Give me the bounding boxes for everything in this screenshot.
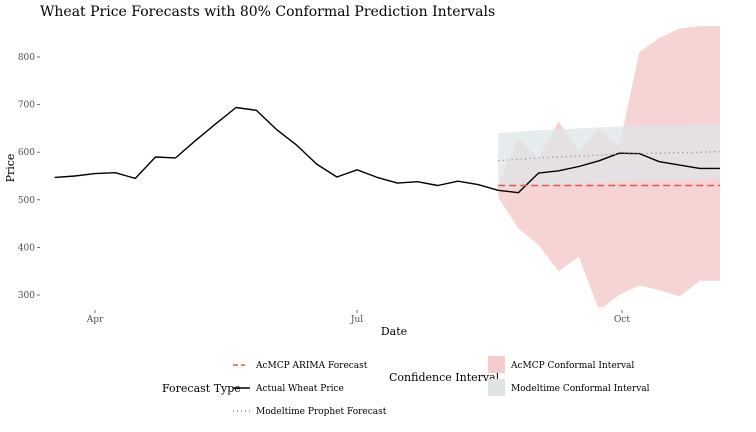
legend-forecast-type-title: Forecast Type	[162, 382, 241, 395]
x-axis: Apr Jul Oct	[86, 310, 630, 325]
x-tick-label: Jul	[350, 315, 363, 325]
x-axis-title: Date	[381, 325, 407, 338]
y-tick-label: 700	[18, 101, 35, 111]
y-tick-label: 600	[18, 148, 35, 158]
chart-title: Wheat Price Forecasts with 80% Conformal…	[40, 4, 495, 20]
legend-confidence-interval: Confidence Interval AcMCP Conformal Inte…	[389, 356, 650, 396]
x-tick-label: Oct	[614, 315, 630, 325]
legend-confidence-title: Confidence Interval	[389, 371, 500, 384]
legend-label-actual: Actual Wheat Price	[255, 384, 344, 394]
y-tick-label: 300	[18, 291, 35, 301]
y-tick-label: 800	[18, 53, 35, 63]
y-tick-label: 500	[18, 196, 35, 206]
y-axis-title: Price	[4, 154, 17, 183]
y-tick-label: 400	[18, 243, 35, 253]
legend-label-acmcp-interval: AcMCP Conformal Interval	[510, 361, 634, 371]
actual-price-line	[54, 106, 720, 194]
legend-key-modeltime-interval	[488, 379, 505, 396]
legend-label-modeltime-interval: Modeltime Conformal Interval	[511, 384, 650, 394]
plot-area	[54, 26, 720, 307]
y-axis: 300 400 500 600 700 800	[18, 53, 40, 301]
legend-label-arima: AcMCP ARIMA Forecast	[255, 361, 368, 371]
x-tick-label: Apr	[86, 315, 104, 325]
legend-key-acmcp-interval	[488, 356, 505, 373]
legend-forecast-type: Forecast Type AcMCP ARIMA Forecast Actua…	[162, 361, 387, 417]
legend-label-prophet: Modeltime Prophet Forecast	[256, 407, 387, 417]
